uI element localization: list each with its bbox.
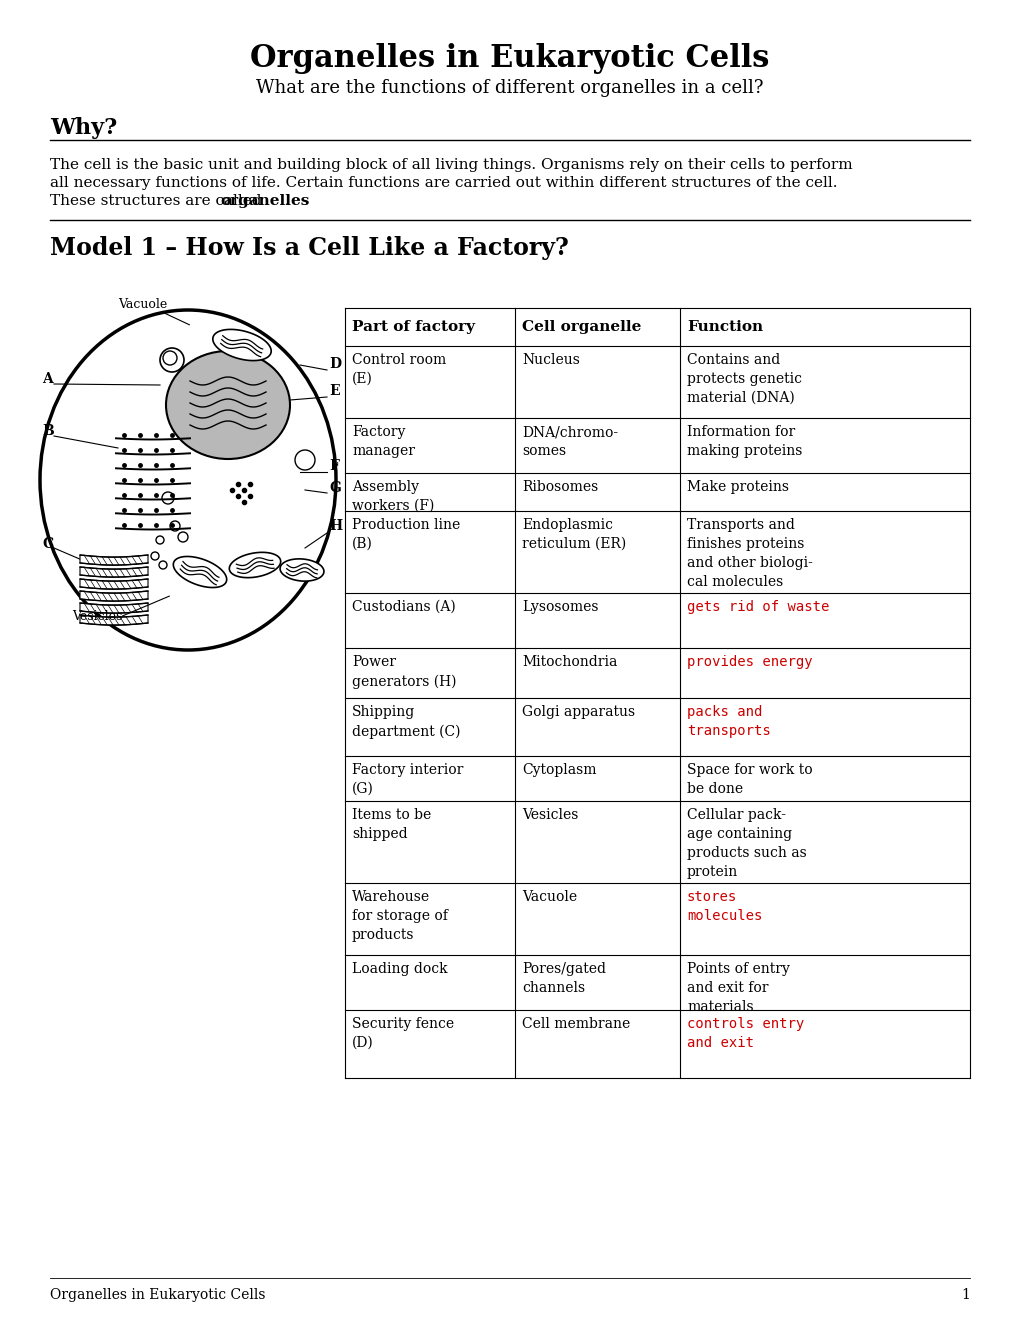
Text: Mitochondria: Mitochondria	[522, 655, 616, 669]
Text: Shipping
department (C): Shipping department (C)	[352, 705, 460, 738]
Text: Lysosomes: Lysosomes	[522, 601, 598, 614]
Text: controls entry
and exit: controls entry and exit	[687, 1016, 803, 1049]
Text: Vesicles: Vesicles	[522, 808, 578, 822]
Polygon shape	[79, 568, 148, 577]
Text: F: F	[329, 459, 338, 473]
Text: Vacuole: Vacuole	[118, 298, 167, 312]
Text: Space for work to
be done: Space for work to be done	[687, 763, 812, 796]
Text: Part of factory: Part of factory	[352, 319, 475, 334]
Text: Golgi apparatus: Golgi apparatus	[522, 705, 635, 719]
Text: packs and
transports: packs and transports	[687, 705, 770, 738]
Text: Factory interior
(G): Factory interior (G)	[352, 763, 463, 796]
Text: Control room
(E): Control room (E)	[352, 352, 446, 385]
Text: Cell organelle: Cell organelle	[522, 319, 641, 334]
Polygon shape	[173, 557, 226, 587]
Text: Function: Function	[687, 319, 762, 334]
Text: stores
molecules: stores molecules	[687, 890, 761, 923]
Text: provides energy: provides energy	[687, 655, 812, 669]
Text: A: A	[42, 372, 53, 385]
Text: G: G	[329, 480, 340, 495]
Text: Production line
(B): Production line (B)	[352, 517, 460, 550]
Ellipse shape	[166, 351, 289, 459]
Text: Pores/gated
channels: Pores/gated channels	[522, 962, 605, 995]
Polygon shape	[213, 330, 271, 360]
Text: Power
generators (H): Power generators (H)	[352, 655, 457, 689]
Text: Vesicles: Vesicles	[72, 610, 122, 623]
Text: Transports and
finishes proteins
and other biologi-
cal molecules: Transports and finishes proteins and oth…	[687, 517, 812, 589]
Text: Model 1 – How Is a Cell Like a Factory?: Model 1 – How Is a Cell Like a Factory?	[50, 236, 569, 260]
Text: C: C	[42, 537, 53, 550]
Polygon shape	[79, 615, 148, 626]
Polygon shape	[79, 591, 148, 601]
Text: DNA/chromo-
somes: DNA/chromo- somes	[522, 425, 618, 458]
Text: Cytoplasm: Cytoplasm	[522, 763, 596, 777]
Text: Nucleus: Nucleus	[522, 352, 580, 367]
Polygon shape	[79, 579, 148, 589]
Text: E: E	[329, 384, 339, 399]
Text: The cell is the basic unit and building block of all living things. Organisms re: The cell is the basic unit and building …	[50, 158, 852, 172]
Polygon shape	[229, 552, 280, 578]
Text: Factory
manager: Factory manager	[352, 425, 415, 458]
Text: Cell membrane: Cell membrane	[522, 1016, 630, 1031]
Text: .: .	[284, 194, 289, 209]
Text: Why?: Why?	[50, 117, 117, 139]
Text: Loading dock: Loading dock	[352, 962, 447, 975]
Text: Endoplasmic
reticulum (ER): Endoplasmic reticulum (ER)	[522, 517, 626, 550]
Text: Warehouse
for storage of
products: Warehouse for storage of products	[352, 890, 447, 942]
Text: all necessary functions of life. Certain functions are carried out within differ: all necessary functions of life. Certain…	[50, 176, 837, 190]
Text: D: D	[329, 356, 340, 371]
Text: Organelles in Eukaryotic Cells: Organelles in Eukaryotic Cells	[50, 1288, 265, 1302]
Polygon shape	[280, 558, 324, 581]
Polygon shape	[79, 603, 148, 612]
Text: B: B	[42, 424, 54, 438]
Text: Items to be
shipped: Items to be shipped	[352, 808, 431, 841]
Text: 1: 1	[960, 1288, 969, 1302]
Text: Contains and
protects genetic
material (DNA): Contains and protects genetic material (…	[687, 352, 801, 405]
Text: Points of entry
and exit for
materials: Points of entry and exit for materials	[687, 962, 789, 1014]
Text: gets rid of waste: gets rid of waste	[687, 601, 828, 614]
Text: Organelles in Eukaryotic Cells: Organelles in Eukaryotic Cells	[250, 42, 769, 74]
Text: Assembly
workers (F): Assembly workers (F)	[352, 480, 434, 513]
Text: organelles: organelles	[220, 194, 310, 209]
Text: Information for
making proteins: Information for making proteins	[687, 425, 802, 458]
Text: Ribosomes: Ribosomes	[522, 480, 598, 494]
Text: H: H	[329, 519, 341, 533]
Text: Cellular pack-
age containing
products such as
protein: Cellular pack- age containing products s…	[687, 808, 806, 879]
Polygon shape	[79, 554, 148, 565]
Text: What are the functions of different organelles in a cell?: What are the functions of different orga…	[256, 79, 763, 96]
Text: Vacuole: Vacuole	[522, 890, 577, 904]
Text: Custodians (A): Custodians (A)	[352, 601, 455, 614]
Text: Make proteins: Make proteins	[687, 480, 789, 494]
Text: These structures are called: These structures are called	[50, 194, 266, 209]
Circle shape	[160, 348, 183, 372]
Text: Security fence
(D): Security fence (D)	[352, 1016, 453, 1049]
